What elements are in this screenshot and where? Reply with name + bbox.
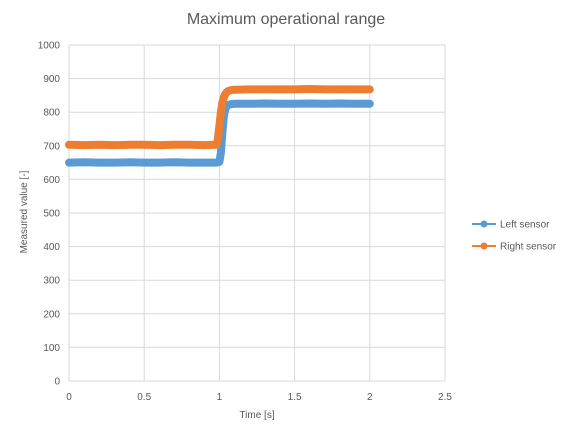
tick-labels: 0 100 200 300 400 500 600 700 800 900 1000 0 0.5 1 1.5… [38, 41, 453, 404]
data-point [366, 100, 374, 108]
x-tick-label: 2.5 [438, 392, 452, 403]
data-point [336, 85, 344, 93]
y-tick-label: 900 [43, 74, 60, 85]
data-point [200, 141, 208, 149]
data-point [276, 85, 284, 93]
data-point [155, 159, 163, 167]
legend-marker [480, 220, 488, 228]
data-point [125, 141, 133, 149]
data-point [230, 86, 238, 94]
data-point [217, 149, 225, 156]
series-layer [65, 85, 374, 167]
data-point [306, 100, 314, 107]
y-tick-label: 100 [43, 343, 60, 354]
data-point [351, 85, 359, 93]
y-tick-label: 0 [54, 377, 60, 388]
x-tick-label: 2 [367, 392, 373, 403]
y-tick-label: 500 [43, 209, 60, 220]
data-point [65, 141, 73, 149]
data-point [291, 85, 299, 93]
legend-item: Right sensor [472, 242, 557, 253]
data-point [155, 141, 163, 149]
data-point [200, 159, 208, 167]
grid [68, 44, 446, 382]
data-point [80, 141, 88, 149]
data-point [215, 158, 223, 166]
legend-item: Left sensor [472, 220, 550, 231]
data-point [185, 141, 193, 149]
y-tick-label: 800 [43, 108, 60, 119]
legend: Left sensor Right sensor [472, 220, 557, 253]
data-point [336, 100, 344, 107]
data-point [110, 141, 118, 149]
data-point [125, 158, 133, 166]
data-point [261, 100, 268, 107]
y-tick-label: 400 [43, 242, 60, 253]
x-tick-label: 0.5 [137, 392, 151, 403]
data-point [185, 159, 193, 167]
y-axis-title: Measured value [-] [19, 170, 30, 253]
y-tick-label: 200 [43, 309, 60, 320]
data-point [321, 100, 329, 108]
y-tick-label: 600 [43, 175, 60, 186]
x-axis-title: Time [s] [239, 410, 274, 421]
data-point [230, 100, 238, 108]
series-2 [65, 85, 374, 150]
data-point [95, 159, 103, 167]
data-point [95, 141, 103, 149]
data-point [80, 158, 88, 166]
data-point [215, 122, 223, 130]
data-point [65, 159, 73, 167]
data-point [214, 135, 222, 143]
data-point [140, 141, 148, 149]
data-point [351, 100, 359, 108]
x-tick-label: 0 [66, 392, 72, 403]
legend-marker [480, 242, 488, 250]
data-point [276, 100, 284, 108]
legend-label: Left sensor [500, 220, 550, 231]
data-point [170, 158, 178, 166]
data-point [366, 85, 374, 93]
x-tick-label: 1 [217, 392, 223, 403]
data-point [217, 108, 225, 116]
data-point [306, 85, 314, 93]
y-tick-label: 300 [43, 276, 60, 287]
data-point [246, 100, 253, 108]
data-point [110, 159, 118, 167]
data-point [291, 100, 299, 108]
data-point [261, 85, 268, 93]
data-point [321, 85, 329, 93]
data-point [170, 141, 178, 149]
x-tick-label: 1.5 [288, 392, 302, 403]
data-point [212, 141, 220, 149]
y-tick-label: 1000 [38, 41, 61, 52]
y-tick-label: 700 [43, 141, 60, 152]
data-point [140, 159, 148, 167]
chart-title: Maximum operational range [187, 11, 385, 28]
legend-label: Right sensor [500, 242, 557, 253]
data-point [246, 85, 253, 93]
